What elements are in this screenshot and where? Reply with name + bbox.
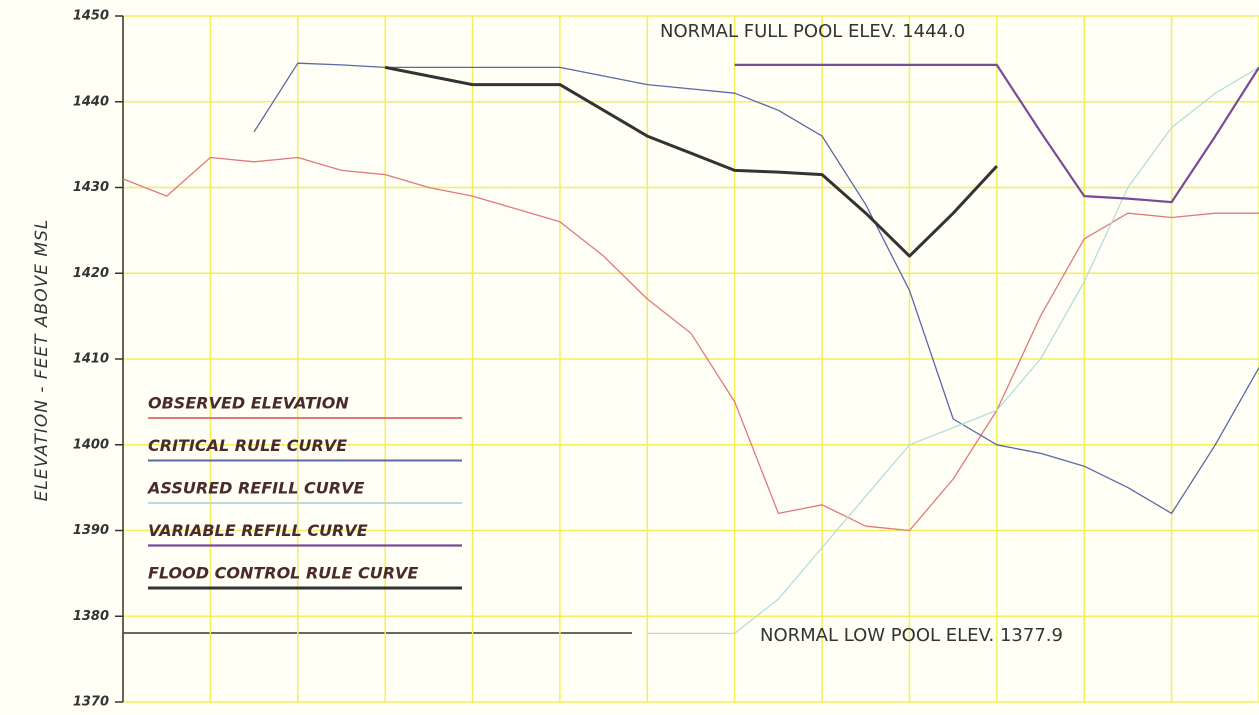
y-tick-label: 1450: [73, 9, 109, 24]
series-line: [647, 66, 1259, 635]
y-tick-label: 1370: [73, 695, 109, 710]
annotation: NORMAL FULL POOL ELEV. 1444.0: [660, 21, 965, 42]
y-tick-label: 1440: [73, 94, 109, 109]
y-tick-label: 1430: [73, 180, 109, 195]
y-tick-label: 1400: [73, 437, 109, 452]
annotation: NORMAL LOW POOL ELEV. 1377.9: [760, 625, 1063, 646]
y-tick-label: 1410: [73, 352, 109, 367]
legend-label: VARIABLE REFILL CURVE: [148, 521, 368, 540]
y-axis-label: ELEVATION - FEET ABOVE MSL: [32, 219, 52, 502]
y-tick-label: 1390: [73, 523, 109, 538]
series-line: [253, 62, 1259, 515]
y-tick-label: 1380: [73, 609, 109, 624]
y-tick-label: 1420: [73, 266, 109, 281]
legend-label: OBSERVED ELEVATION: [148, 394, 349, 413]
grid: [122, 15, 1259, 703]
series-line: [384, 65, 998, 258]
legend-label: FLOOD CONTROL RULE CURVE: [148, 564, 418, 583]
legend-label: ASSURED REFILL CURVE: [146, 479, 364, 498]
series-line: [122, 156, 1259, 532]
series-line: [734, 63, 1259, 204]
legend-label: CRITICAL RULE CURVE: [148, 436, 347, 455]
